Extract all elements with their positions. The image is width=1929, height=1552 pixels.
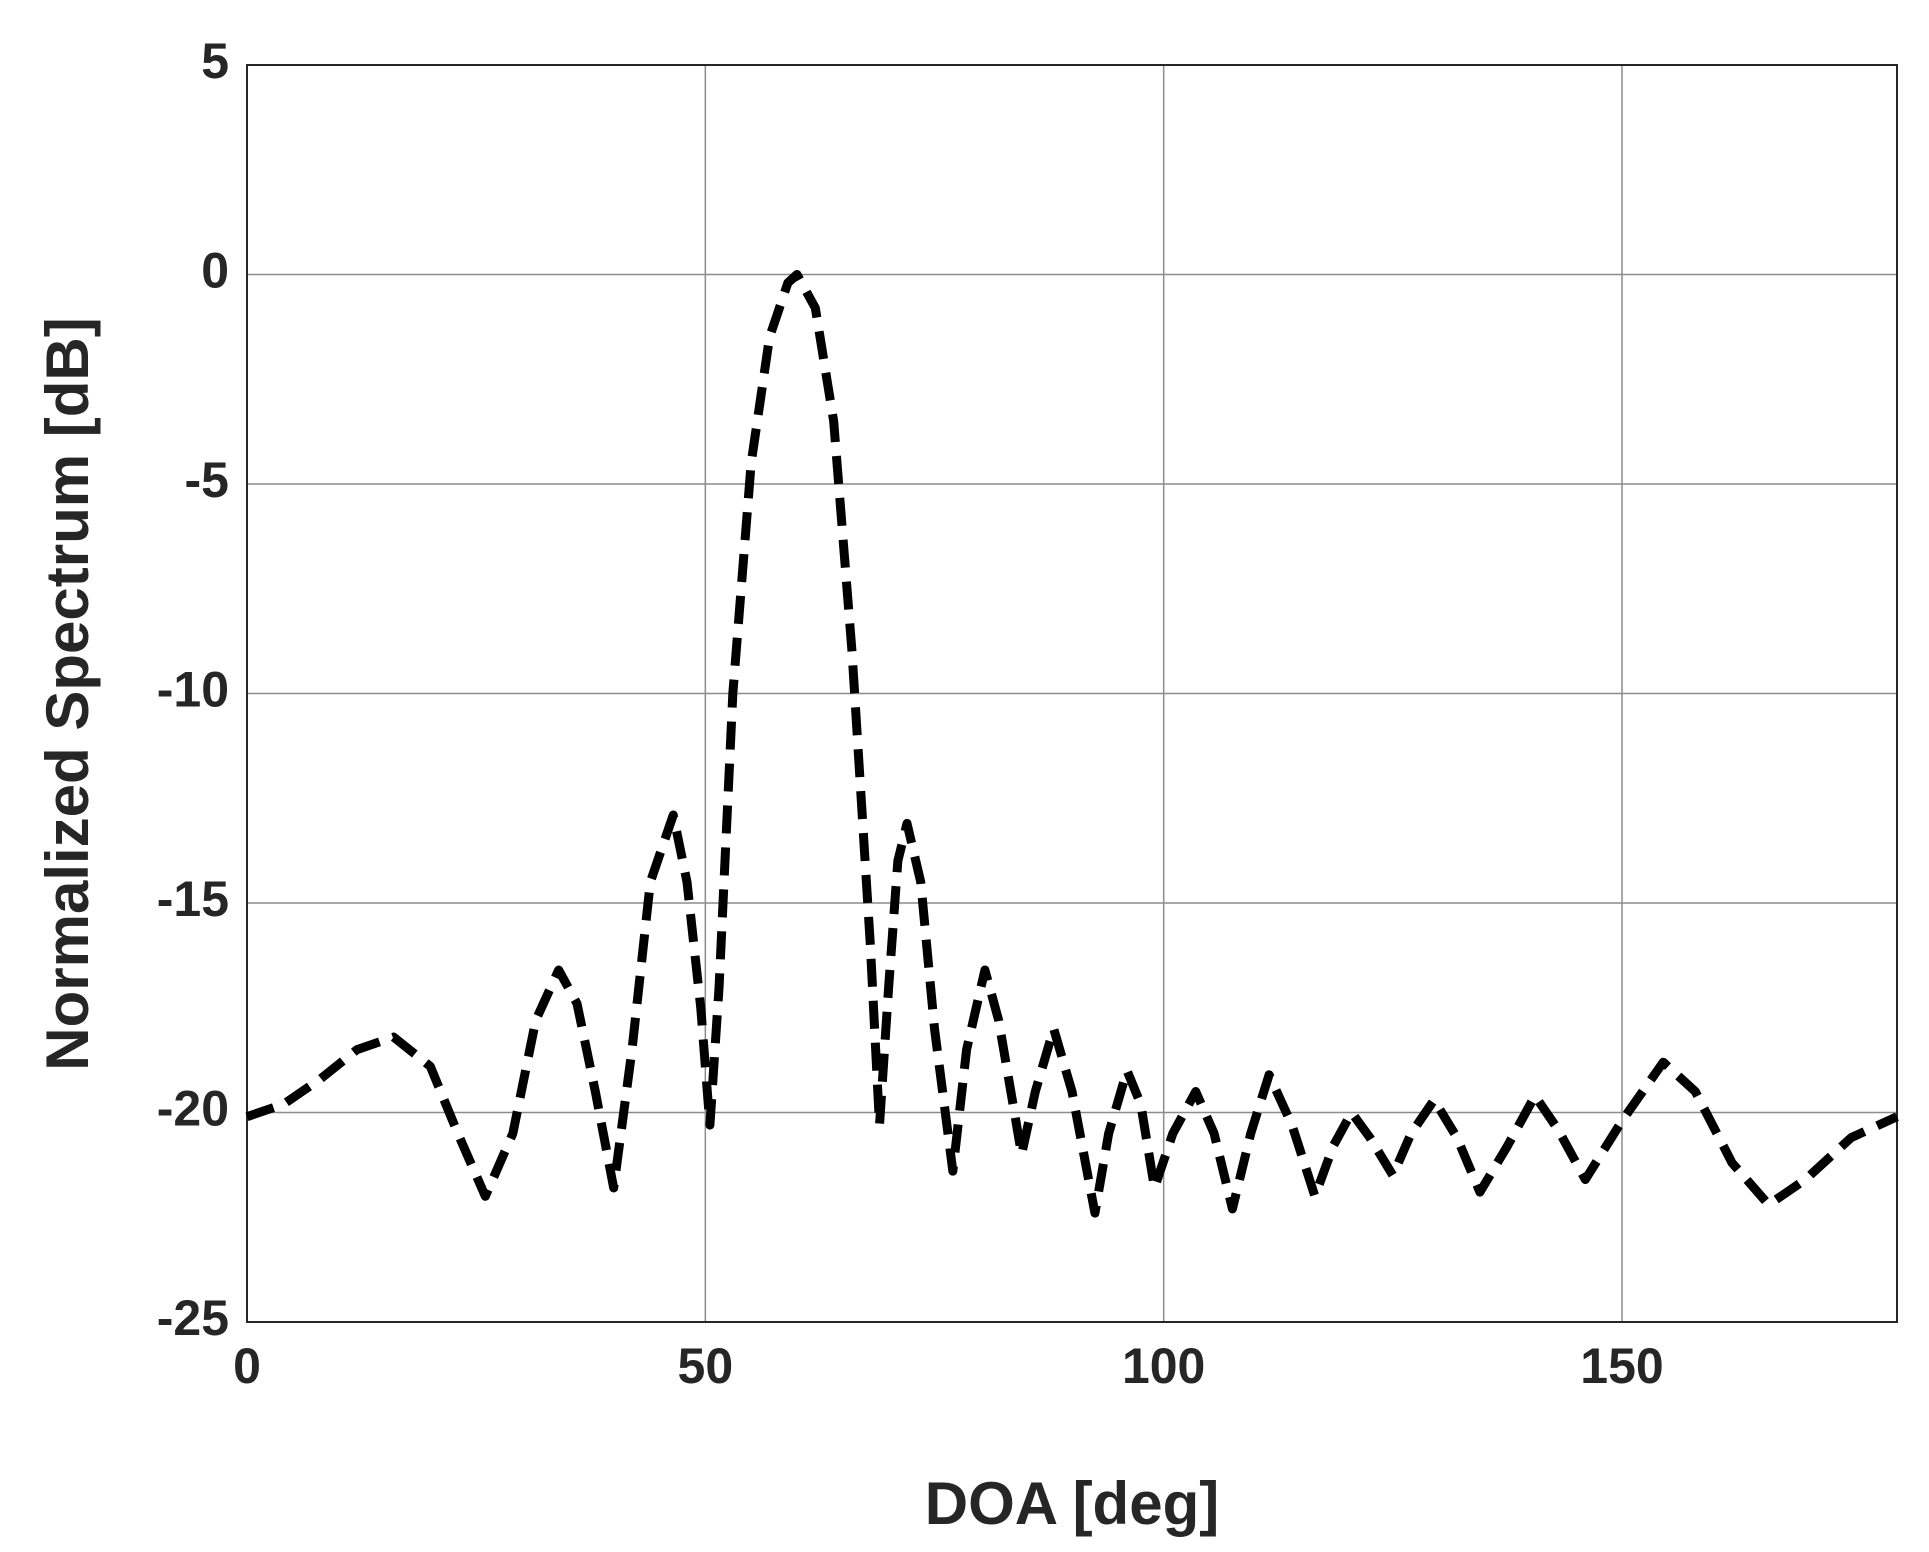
axes-box xyxy=(246,64,1898,1323)
y-tick-label: -10 xyxy=(157,662,229,718)
x-tick-label: 0 xyxy=(233,1338,261,1394)
y-tick-label: 0 xyxy=(201,243,229,299)
y-tick-label: -25 xyxy=(157,1290,229,1346)
x-tick-label: 100 xyxy=(1122,1338,1205,1394)
x-axis-label: DOA [deg] xyxy=(925,1470,1219,1537)
y-tick-label: -20 xyxy=(157,1081,229,1137)
data-line xyxy=(245,270,1899,1218)
y-tick-label: -5 xyxy=(185,452,229,508)
x-tick-label: 150 xyxy=(1580,1338,1663,1394)
y-axis-label: Normalized Spectrum [dB] xyxy=(34,317,101,1070)
y-tick-label: -15 xyxy=(157,871,229,927)
y-tick-label: 5 xyxy=(201,33,229,89)
x-tick-label: 50 xyxy=(678,1338,734,1394)
